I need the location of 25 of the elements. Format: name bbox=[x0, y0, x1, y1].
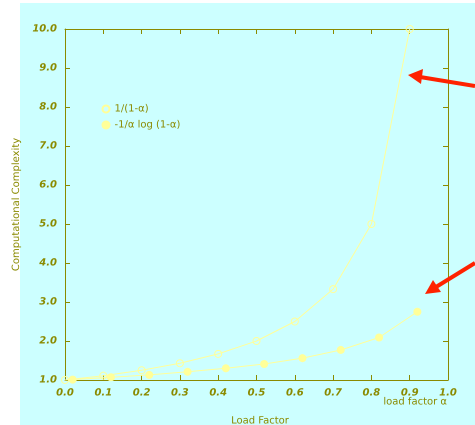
x-tick-label: 0.7 bbox=[324, 388, 342, 398]
y-tick-label: 9.0 bbox=[39, 62, 58, 74]
y-tick-label: 10.0 bbox=[32, 24, 58, 34]
y-tick-label: 6.0 bbox=[39, 180, 58, 190]
text: load factor α bbox=[383, 396, 448, 408]
legend-label: 1/(1-α) bbox=[114, 104, 149, 114]
y-tick-label: 7.0 bbox=[39, 140, 58, 152]
x-tick-label: 0.5 bbox=[248, 388, 266, 398]
x-tick-label: 0.0 bbox=[56, 388, 74, 398]
y-tick-label: 5.0 bbox=[39, 218, 58, 230]
legend-label: -1/α log (1-α) bbox=[114, 120, 180, 130]
y-tick-label: 2.0 bbox=[39, 336, 58, 346]
y-tick-label: 3.0 bbox=[39, 296, 58, 308]
x-tick-label: 0.8 bbox=[362, 388, 380, 398]
y-tick-label: 8.0 bbox=[39, 102, 58, 112]
y-tick-label: 1.0 bbox=[39, 374, 58, 386]
x-tick-label: 0.4 bbox=[209, 388, 228, 398]
x-tick-label: 1.0 bbox=[439, 388, 457, 398]
x-tick-label: 0.2 bbox=[132, 388, 150, 398]
x-tick-label: 0.6 bbox=[286, 388, 304, 398]
x-tick-label: 0.1 bbox=[94, 388, 112, 398]
y-tick-label: 4.0 bbox=[38, 258, 58, 268]
x-axis-title: Load Factor bbox=[231, 416, 290, 425]
x-tick-label: 0.3 bbox=[171, 388, 189, 398]
y-axis-title: Computational Complexity bbox=[10, 138, 22, 272]
